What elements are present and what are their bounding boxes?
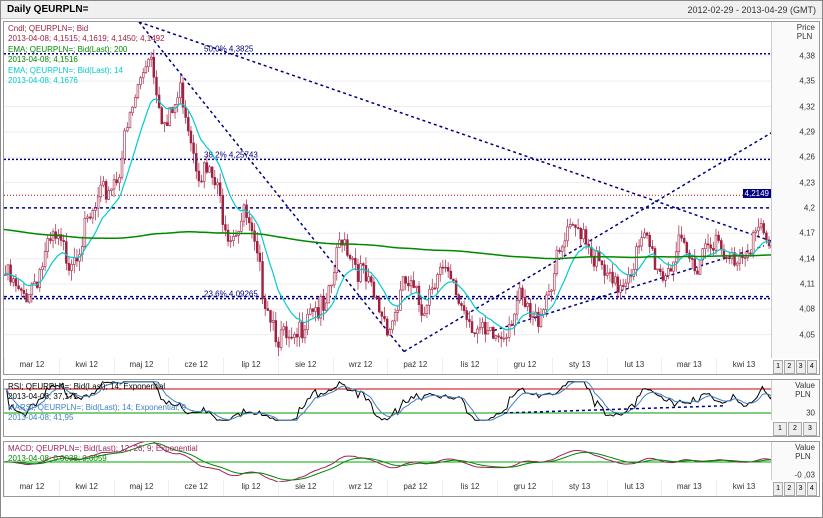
- scale-btn-2[interactable]: 2: [788, 422, 802, 436]
- y-title2: PLN: [795, 391, 815, 400]
- scale-buttons: 1 2 3 4: [773, 360, 817, 374]
- y-title2: PLN: [797, 33, 815, 42]
- macd-panel: MACD; QEURPLN=; Bid(Last); 12; 26; 9; Ex…: [3, 441, 820, 497]
- scale-btn-4[interactable]: 4: [807, 482, 817, 496]
- price-chart-area[interactable]: 50,0% 4,382538,2% 4,2574323,6% 4,09265 C…: [4, 22, 771, 358]
- scale-btn-2[interactable]: 2: [784, 482, 794, 496]
- price-x-axis: mar 12kwi 12maj 12cze 12lip 12sie 12wrz …: [4, 358, 771, 374]
- date-range: 2012-02-29 - 2013-04-29 (GMT): [687, 5, 816, 15]
- macd-chart-area[interactable]: MACD; QEURPLN=; Bid(Last); 12; 26; 9; Ex…: [4, 442, 771, 480]
- chart-header: Daily QEURPLN= 2012-02-29 - 2013-04-29 (…: [1, 1, 822, 19]
- rsi-legend: RSI; QEURPLN=; Bid(Last); 14; Exponentia…: [8, 382, 186, 424]
- rsi-y-axis: Value PLN 30: [771, 380, 819, 420]
- y-title2: PLN: [795, 453, 815, 462]
- scale-btn-4[interactable]: 4: [807, 360, 817, 374]
- macd-y-axis: Value PLN -0 ,03: [771, 442, 819, 480]
- price-legend: Cndl; QEURPLN=; Bid2013-04-08; 4,1515; 4…: [8, 24, 165, 86]
- scale-btn-1[interactable]: 1: [773, 422, 787, 436]
- scale-buttons: 1 2 3: [773, 422, 817, 436]
- scale-btn-1[interactable]: 1: [773, 360, 783, 374]
- scale-btn-1[interactable]: 1: [773, 482, 783, 496]
- scale-btn-3[interactable]: 3: [796, 360, 806, 374]
- macd-x-axis: mar 12kwi 12maj 12cze 12lip 12sie 12wrz …: [4, 480, 771, 496]
- macd-legend: MACD; QEURPLN=; Bid(Last); 12; 26; 9; Ex…: [8, 444, 198, 465]
- chart-title: Daily QEURPLN=: [7, 4, 88, 15]
- scale-buttons: 1 2 3 4: [773, 482, 817, 496]
- scale-btn-2[interactable]: 2: [784, 360, 794, 374]
- rsi-panel: RSI; QEURPLN=; Bid(Last); 14; Exponentia…: [3, 379, 820, 437]
- svg-text:50,0% 4,3825: 50,0% 4,3825: [204, 45, 254, 54]
- rsi-chart-area[interactable]: RSI; QEURPLN=; Bid(Last); 14; Exponentia…: [4, 380, 771, 420]
- scale-btn-3[interactable]: 3: [796, 482, 806, 496]
- price-y-axis: Price PLN 4,054,084,114,144,174,24,234,2…: [771, 22, 819, 358]
- price-panel: 50,0% 4,382538,2% 4,2574323,6% 4,09265 C…: [3, 21, 820, 375]
- scale-btn-3[interactable]: 3: [803, 422, 817, 436]
